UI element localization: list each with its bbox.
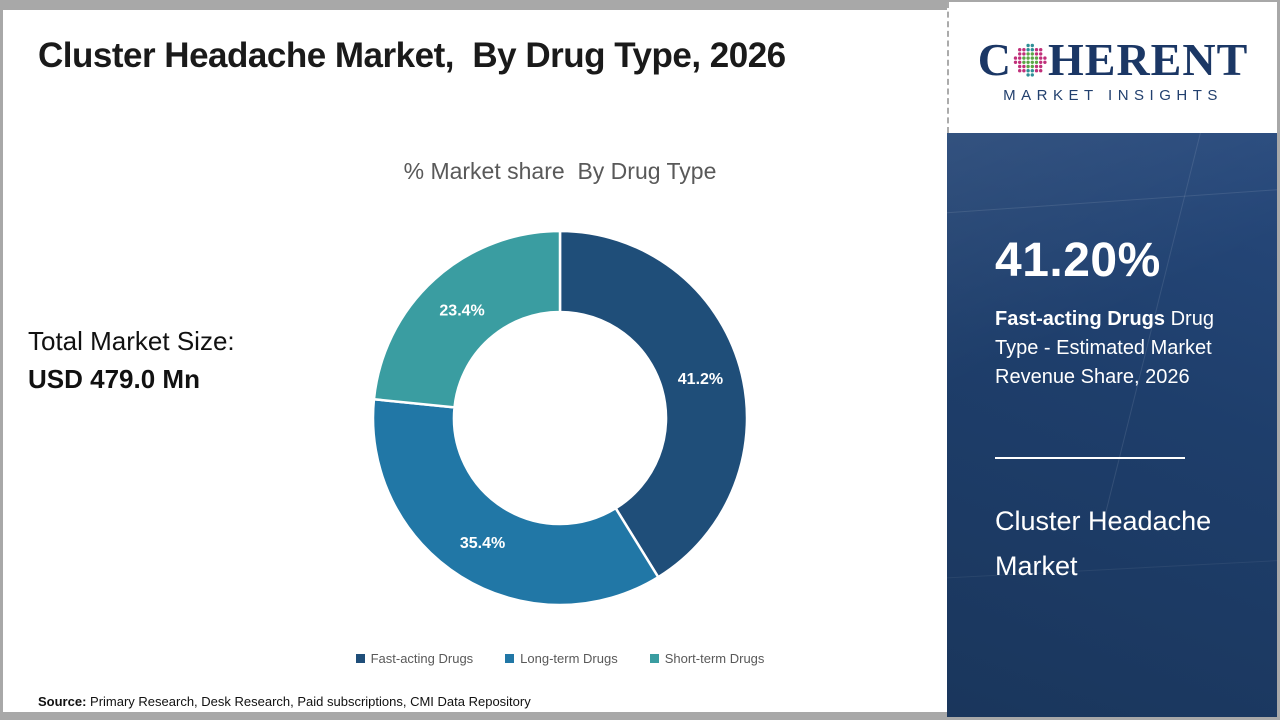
globe-dot [1026,60,1030,64]
dotted-globe-icon [1013,43,1047,77]
globe-dot [1034,64,1039,69]
globe-dot [1022,56,1026,60]
donut-chart: 41.2% 35.4% 23.4% [360,218,760,618]
globe-dot [1026,69,1030,73]
donut-slice-fast-acting-drugs [558,229,749,579]
globe-dot [1038,52,1043,56]
legend-item: Fast-acting Drugs [355,651,474,666]
globe-dot [1030,52,1034,56]
globe-dot [1030,56,1034,60]
chart-legend: Fast-acting Drugs Long-term Drugs Short-te… [280,651,840,666]
globe-dot [1026,64,1030,69]
globe-dot [1038,60,1043,64]
globe-dot [1038,48,1043,52]
globe-dot [1030,60,1034,64]
globe-dot [1017,48,1022,52]
globe-dot [1017,64,1022,69]
globe-dot [1030,48,1034,52]
globe-dot [1022,69,1026,73]
globe-dot [1026,56,1030,60]
legend-label: Short-term Drugs [664,651,765,666]
total-market-size-value: USD 479.0 Mn [28,364,200,394]
legend-label: Fast-acting Drugs [370,651,474,666]
globe-dot [1013,56,1018,60]
globe-dot [1043,56,1047,60]
stat-segment-name: Fast-acting Drugs [995,308,1166,330]
globe-dot [1026,73,1030,77]
globe-dot [1017,52,1022,56]
legend-swatch-icon [505,654,515,663]
globe-dot [1026,48,1030,52]
right-sidebar: C HERENT MARKET INSIGHTS 41.20% Fast-act… [947,2,1277,717]
globe-dot [1043,60,1047,64]
brand-subtitle: MARKET INSIGHTS [1003,87,1223,104]
globe-dot [1034,60,1039,64]
globe-dot [1030,69,1034,73]
total-market-size-block: Total Market Size: USD 479.0 Mn [28,322,235,398]
sidebar-divider [995,457,1185,459]
map-texture-line [947,181,1277,218]
source-text: Primary Research, Desk Research, Paid su… [86,694,531,709]
globe-dot [1026,52,1030,56]
sidebar-highlight-panel: 41.20% Fast-acting Drugs Drug Type - Est… [947,133,1277,717]
total-market-size-label: Total Market Size: [28,326,235,356]
donut-slice-short-term-drugs [372,229,562,409]
brand-prefix: C [977,34,1012,85]
globe-dot [1022,64,1026,69]
headline-stat-description: Fast-acting Drugs Drug Type - Estimated … [995,305,1245,392]
legend-label: Long-term Drugs [520,651,618,666]
market-name: Cluster Headache Market [995,506,1212,581]
globe-dot [1038,56,1043,60]
globe-dot [1030,64,1034,69]
headline-stat-value: 41.20% [995,234,1161,287]
globe-dot [1038,69,1043,73]
legend-swatch-icon [355,654,365,663]
slice-data-label: 35.4% [460,535,505,552]
legend-item: Long-term Drugs [505,651,618,666]
brand-logo: C HERENT MARKET INSIGHTS [947,2,1277,133]
globe-dot [1038,64,1043,69]
globe-dot [1034,52,1039,56]
globe-dot [1022,48,1026,52]
slice-data-label: 41.2% [678,371,723,388]
globe-dot [1034,56,1039,60]
globe-dot [1034,69,1039,73]
brand-suffix: HERENT [1047,34,1249,85]
globe-dot [1017,56,1022,60]
globe-dot [1017,69,1022,73]
globe-dot [1030,43,1034,48]
globe-dot [1034,48,1039,52]
source-line: Source: Primary Research, Desk Research,… [38,694,531,709]
chart-title: % Market share By Drug Type [403,158,717,184]
source-label: Source: [38,694,87,709]
globe-dot [1030,73,1034,77]
globe-dot [1022,60,1026,64]
globe-dot [1022,52,1026,56]
page-title: Cluster Headache Market, By Drug Type, 2… [38,36,786,75]
legend-swatch-icon [649,654,659,663]
donut-slice-long-term-drugs [371,397,660,607]
donut-chart-svg: 41.2% 35.4% 23.4% [371,229,749,607]
brand-wordmark: C HERENT [978,37,1249,83]
globe-dot [1026,43,1030,48]
legend-item: Short-term Drugs [649,651,765,666]
slide-content-area: Cluster Headache Market, By Drug Type, 2… [3,10,947,712]
stat-description-rest: Drug Type - Estimated Market Revenue Sha… [995,308,1214,388]
globe-dot [1017,60,1022,64]
slice-data-label: 23.4% [439,303,484,320]
globe-dot [1013,60,1018,64]
